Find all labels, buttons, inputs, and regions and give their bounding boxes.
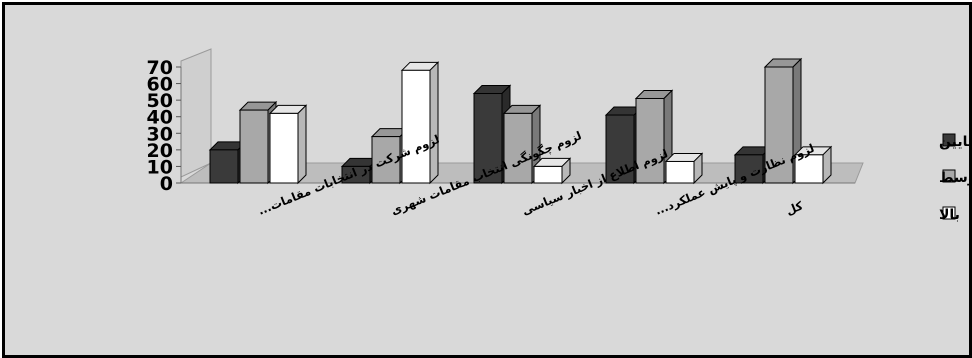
category-label: کل: [784, 198, 805, 217]
bar-front: [764, 66, 794, 184]
bar-front: [794, 154, 824, 184]
y-tick-label: 30: [147, 123, 173, 145]
bar-side: [429, 61, 439, 185]
bar-front: [503, 112, 533, 184]
bar: [634, 89, 674, 185]
bar-front: [473, 93, 503, 184]
y-tick-label: 40: [147, 107, 173, 129]
legend-label: پایین: [939, 134, 969, 150]
bar-front: [665, 160, 695, 184]
y-tick-label: 20: [147, 140, 173, 162]
bar-side: [297, 104, 307, 185]
bars: [208, 57, 833, 185]
bar-front: [209, 149, 239, 184]
bar: [400, 61, 440, 185]
bar-front: [635, 97, 665, 184]
legend-label: بالا: [939, 207, 960, 223]
y-tick-label: 50: [147, 90, 173, 112]
y-tick-label: 60: [147, 74, 173, 96]
y-tick-label: 10: [147, 156, 173, 178]
legend-label: متوسط: [939, 170, 969, 186]
bar-front: [269, 112, 299, 184]
bar-front: [401, 69, 431, 184]
bar: [268, 104, 308, 185]
y-tick-label: 0: [160, 173, 173, 195]
bar-front: [239, 109, 269, 184]
legend-swatch: [942, 169, 956, 183]
bar-front: [341, 165, 371, 184]
bar-front: [371, 136, 401, 184]
side-wall: [180, 48, 212, 178]
bar: [793, 145, 833, 185]
bar-front: [533, 165, 563, 184]
legend-swatch: [942, 206, 956, 220]
bar: [532, 157, 572, 185]
bar: [664, 152, 704, 185]
legend: پایین متوسط بالا: [939, 133, 969, 223]
bar-front: [734, 154, 764, 184]
legend-swatch: [942, 133, 956, 147]
bar-front: [605, 114, 635, 184]
y-tick-label: 70: [147, 57, 173, 79]
